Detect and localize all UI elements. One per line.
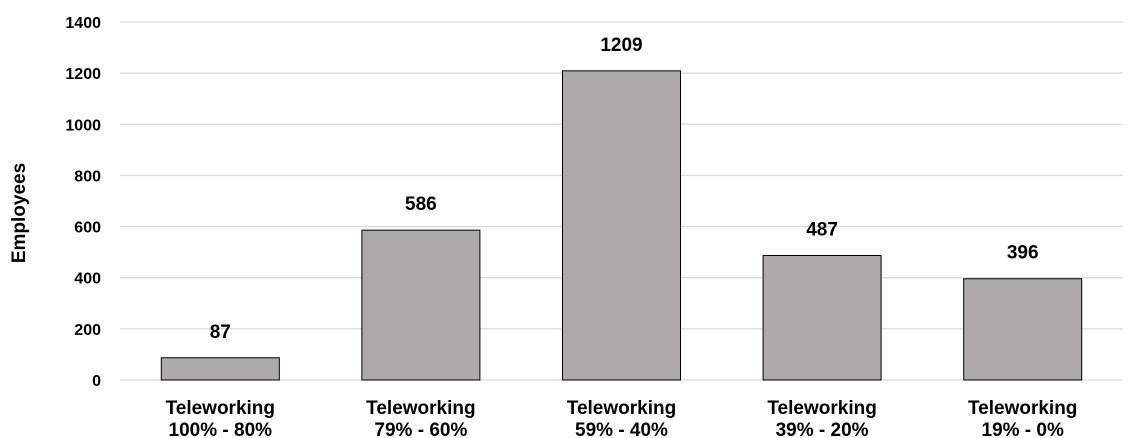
y-tick-label: 1000 — [65, 117, 101, 134]
x-category-label: Teleworking — [366, 398, 475, 419]
y-tick-label: 1400 — [65, 15, 101, 32]
x-category-label: 79% - 60% — [374, 420, 467, 438]
data-label: 1209 — [600, 35, 642, 56]
x-category-label: 19% - 0% — [982, 420, 1064, 438]
bars — [160, 70, 1083, 381]
data-label: 487 — [806, 219, 838, 240]
x-category-label: Teleworking — [767, 398, 876, 419]
data-label: 396 — [1007, 243, 1039, 264]
y-tick-label: 1200 — [65, 66, 101, 83]
y-tick-label: 600 — [74, 220, 101, 237]
bar — [160, 357, 280, 381]
y-axis-title: Employees — [9, 163, 30, 263]
x-category-label: Teleworking — [166, 398, 275, 419]
x-category-label: Teleworking — [968, 398, 1077, 419]
bar — [762, 254, 882, 381]
bar — [361, 229, 481, 381]
x-category-label: 59% - 40% — [575, 420, 668, 438]
bar — [562, 70, 681, 381]
x-category-label: 39% - 20% — [776, 420, 869, 438]
y-tick-label: 200 — [74, 322, 101, 339]
data-label: 87 — [210, 322, 231, 343]
x-category-label: Teleworking — [567, 398, 676, 419]
y-tick-label: 800 — [74, 168, 101, 185]
x-category-label: 100% - 80% — [169, 420, 273, 438]
y-axis-tick-labels: 0 200 400 600 800 1000 1200 1400 — [65, 15, 101, 390]
data-label: 586 — [405, 194, 437, 215]
y-tick-label: 0 — [92, 373, 101, 390]
y-tick-label: 400 — [74, 271, 101, 288]
data-labels: 87 586 1209 487 396 — [210, 35, 1039, 343]
bar — [963, 278, 1083, 381]
